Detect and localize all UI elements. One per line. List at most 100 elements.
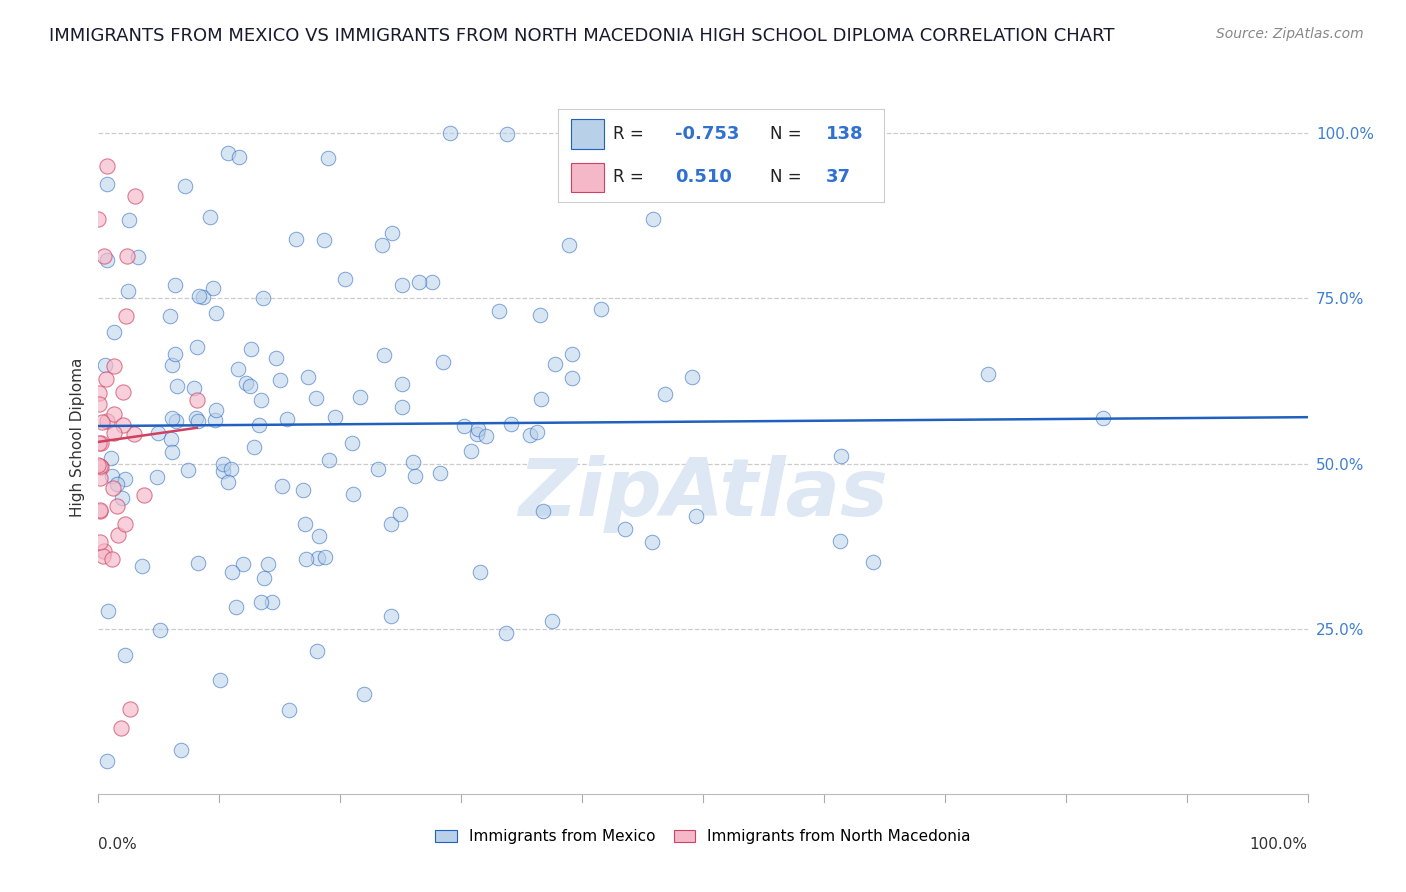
Point (342, 436, 364, 450)
Point (591, 301, 613, 316)
Point (297, 370, 319, 384)
Point (240, 342, 263, 356)
Point (114, 516, 136, 531)
Point (103, 408, 125, 422)
Point (519, 427, 541, 442)
Point (1091, 410, 1114, 425)
Point (193, 290, 215, 304)
Point (226, 362, 249, 376)
Point (101, 469, 124, 483)
Point (371, 238, 394, 252)
Point (221, 566, 243, 580)
Point (465, 427, 488, 442)
Point (118, 213, 141, 227)
Point (284, 232, 307, 246)
Point (174, 179, 197, 194)
Point (391, 376, 413, 391)
Point (389, 507, 412, 521)
Point (89, 503, 111, 517)
Point (488, 304, 510, 318)
Point (124, 427, 146, 442)
Point (558, 238, 581, 252)
Point (529, 308, 551, 322)
Point (225, 599, 247, 614)
Point (89, 385, 111, 400)
Point (402, 455, 425, 469)
Point (468, 565, 491, 579)
Point (828, 533, 851, 548)
Point (830, 449, 852, 463)
Point (165, 347, 187, 361)
Point (91, 549, 114, 563)
Point (205, 403, 228, 417)
Point (526, 425, 548, 440)
Point (404, 468, 426, 483)
Point (89, 458, 111, 473)
Point (183, 381, 205, 395)
Point (640, 535, 662, 549)
Point (93, 544, 115, 558)
Point (252, 291, 274, 305)
Point (115, 249, 138, 263)
Point (205, 306, 228, 320)
Point (305, 644, 328, 658)
Point (165, 278, 187, 293)
Point (342, 487, 364, 501)
Point (475, 429, 498, 443)
Point (160, 433, 183, 447)
Point (373, 349, 395, 363)
Point (124, 189, 146, 203)
Point (561, 347, 583, 361)
Text: Source: ZipAtlas.com: Source: ZipAtlas.com (1216, 27, 1364, 41)
Point (308, 529, 330, 543)
Point (89, 504, 111, 518)
Point (112, 417, 135, 432)
Point (391, 400, 413, 414)
Point (186, 392, 208, 407)
Point (162, 445, 184, 459)
Point (177, 463, 200, 477)
Point (429, 466, 451, 480)
Point (200, 211, 222, 225)
Point (250, 595, 273, 609)
Point (166, 379, 188, 393)
Point (110, 721, 132, 735)
Point (681, 369, 703, 384)
Text: IMMIGRANTS FROM MEXICO VS IMMIGRANTS FROM NORTH MACEDONIA HIGH SCHOOL DIPLOMA CO: IMMIGRANTS FROM MEXICO VS IMMIGRANTS FRO… (49, 27, 1115, 45)
Point (186, 414, 208, 428)
Point (96, 159, 118, 173)
Point (204, 413, 226, 427)
Point (316, 151, 339, 165)
Point (501, 417, 523, 431)
Point (96, 177, 118, 191)
Point (96, 754, 118, 768)
Point (561, 370, 583, 384)
Point (253, 571, 276, 585)
Point (114, 648, 136, 662)
Point (160, 358, 183, 372)
Point (439, 126, 461, 140)
Point (115, 309, 138, 323)
Point (228, 150, 250, 164)
Point (232, 557, 254, 571)
Point (111, 491, 134, 506)
Point (103, 426, 125, 441)
Point (239, 379, 262, 393)
Point (97, 604, 120, 618)
Point (420, 275, 443, 289)
Point (148, 426, 170, 441)
Point (159, 309, 181, 323)
Point (530, 392, 553, 407)
Point (314, 549, 336, 564)
Point (165, 414, 187, 428)
Point (89, 471, 111, 485)
Point (277, 704, 299, 718)
Point (613, 522, 636, 536)
Point (96, 414, 118, 428)
Text: 0.0%: 0.0% (98, 837, 138, 852)
Point (307, 550, 329, 565)
Text: ZipAtlas: ZipAtlas (517, 455, 889, 533)
Point (134, 487, 156, 501)
Point (87, 436, 110, 450)
Point (685, 508, 707, 523)
